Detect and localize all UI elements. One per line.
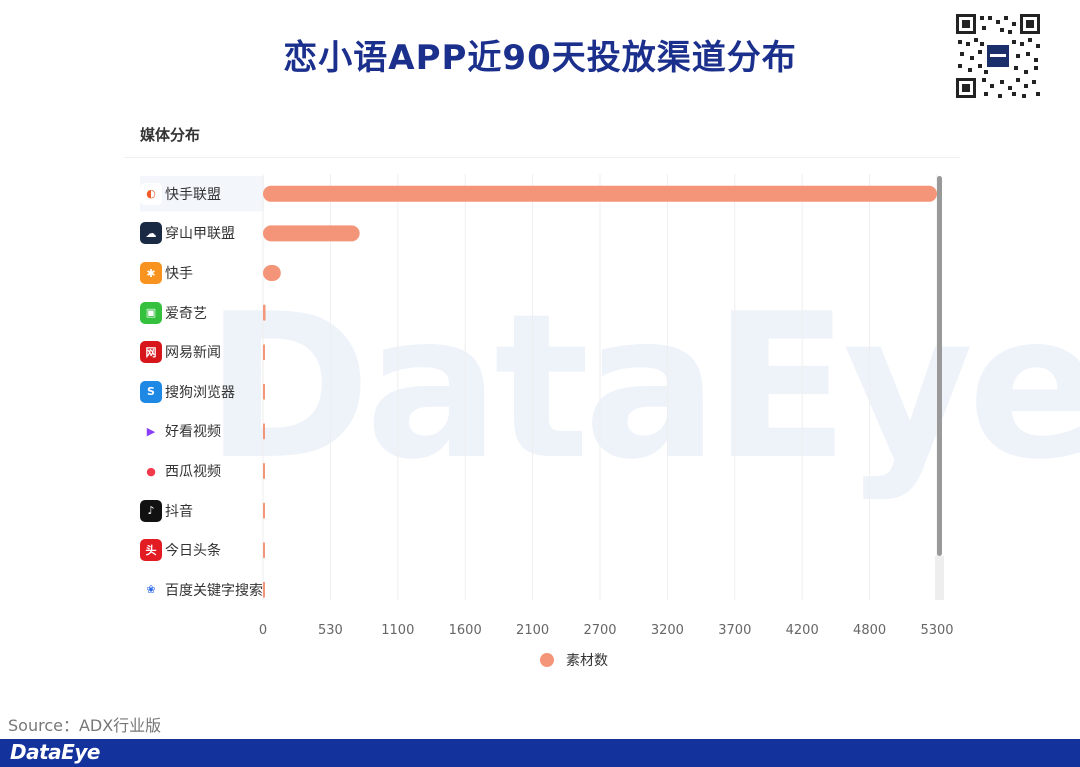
category-label: 好看视频 [165,424,221,441]
x-tick-label: 4800 [853,623,886,638]
pangle-icon: ☁ [140,222,162,245]
section-divider [124,157,960,158]
category-row[interactable]: ✱ 快手 [140,260,193,286]
bar-2[interactable] [263,265,281,281]
xigua-icon: ● [140,460,162,482]
category-label: 爱奇艺 [165,305,207,322]
category-label: 西瓜视频 [165,464,221,480]
chart-legend[interactable]: 素材数 [540,650,608,670]
bar-1[interactable] [263,225,360,242]
qr-code-icon [954,12,1042,100]
baidu-icon: ❀ [140,578,162,601]
x-tick-label: 4200 [786,623,819,638]
x-tick-label: 5300 [920,623,953,638]
bar-9[interactable] [263,542,265,559]
x-tick-label: 530 [318,623,343,638]
haokan-icon: ▶ [140,420,162,443]
kuaishou-union-icon: ◐ [140,182,162,205]
source-note: Source：ADX行业版 [8,716,162,735]
x-tick-label: 2700 [583,623,616,638]
category-label: 百度关键字搜索 [165,582,263,599]
x-tick-label: 1600 [449,623,482,638]
bar-0[interactable] [263,185,937,202]
category-label: 抖音 [165,503,193,520]
page-title: 恋小语APP近90天投放渠道分布 [283,38,797,78]
section-title: 媒体分布 [140,126,201,144]
category-row[interactable]: 网网易新闻 [140,339,221,365]
bar-8[interactable] [263,502,265,519]
x-tick-label: 0 [259,623,267,638]
bar-3[interactable] [263,304,266,321]
bar-6[interactable] [263,423,265,440]
sogou-browser-icon: S [140,380,162,403]
category-label: 网易新闻 [165,345,221,362]
toutiao-icon: 头 [140,539,162,562]
category-row[interactable]: ● 西瓜视频 [140,458,221,484]
category-row[interactable]: S 搜狗浏览器 [140,379,235,405]
bar-4[interactable] [263,344,265,361]
category-row[interactable]: ▣ 爱奇艺 [140,300,207,326]
x-tick-label: 3700 [718,623,751,638]
category-row[interactable]: ♪ 抖音 [140,498,193,524]
netease-news-icon: 网 [140,341,162,364]
category-label: 搜狗浏览器 [165,384,235,401]
bar-7[interactable] [263,463,265,479]
kuaishou-icon: ✱ [140,262,162,284]
category-row[interactable]: ▶ 好看视频 [140,418,221,444]
category-row[interactable]: ❀ 百度关键字搜索 [140,577,263,603]
category-label: 穿山甲联盟 [165,226,235,243]
chart-scrollbar[interactable] [937,176,942,556]
x-tick-label: 1100 [381,623,414,638]
watermark: DataEye [205,271,1080,504]
category-row[interactable]: 头今日头条 [140,537,221,563]
iqiyi-icon: ▣ [140,301,162,324]
footer-bar [0,739,1080,767]
footer-logo: DataEye [10,740,100,764]
douyin-icon: ♪ [140,499,162,522]
category-label: 今日头条 [165,543,221,560]
category-label: 快手 [165,266,193,282]
x-tick-label: 3200 [651,623,684,638]
chart-scroll-track[interactable] [935,556,944,600]
bar-10[interactable] [263,581,265,598]
category-row[interactable]: ☁ 穿山甲联盟 [140,220,235,246]
legend-marker [540,653,554,667]
legend-label: 素材数 [566,653,608,669]
category-label: 快手联盟 [165,186,221,203]
bar-5[interactable] [263,383,265,400]
x-tick-label: 2100 [516,623,549,638]
category-row[interactable]: ◐ 快手联盟 [140,181,221,207]
